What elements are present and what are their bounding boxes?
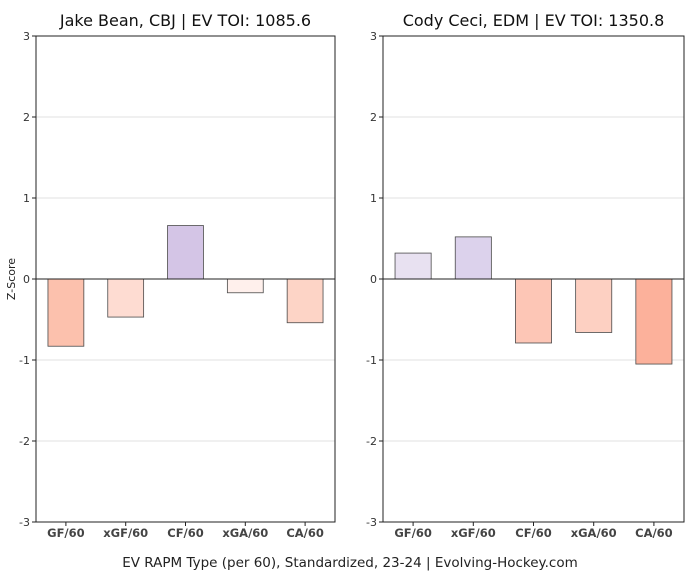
bar-gf bbox=[394, 252, 432, 280]
y-tick-label: 0 bbox=[23, 273, 30, 286]
x-tick-label: CA/60 bbox=[635, 526, 673, 540]
y-tick-label: 3 bbox=[370, 30, 377, 43]
x-tick-label: CF/60 bbox=[167, 526, 204, 540]
x-tick-label: xGF/60 bbox=[103, 526, 148, 540]
y-tick-label: 1 bbox=[370, 192, 377, 205]
x-tick-label: xGA/60 bbox=[222, 526, 268, 540]
bar-ca bbox=[286, 278, 324, 324]
bar-cf bbox=[167, 225, 204, 280]
bar-ca bbox=[635, 278, 673, 365]
bar-xgf bbox=[107, 278, 145, 318]
y-tick-label: 1 bbox=[23, 192, 30, 205]
x-tick-label: CA/60 bbox=[286, 526, 324, 540]
x-tick-label: GF/60 bbox=[47, 526, 85, 540]
y-tick-label: -2 bbox=[19, 435, 30, 448]
y-tick-label: 0 bbox=[370, 273, 377, 286]
y-tick-label: -1 bbox=[366, 354, 377, 367]
chart-title: Cody Ceci, EDM | EV TOI: 1350.8 bbox=[403, 11, 665, 30]
y-tick-label: -1 bbox=[19, 354, 30, 367]
y-tick-label: 2 bbox=[23, 111, 30, 124]
y-tick-label: -2 bbox=[366, 435, 377, 448]
x-tick-label: CF/60 bbox=[515, 526, 552, 540]
bar-xga bbox=[575, 278, 613, 333]
x-axis-caption: EV RAPM Type (per 60), Standardized, 23-… bbox=[122, 555, 578, 571]
y-tick-label: -3 bbox=[19, 516, 30, 529]
x-tick-label: xGA/60 bbox=[571, 526, 617, 540]
y-tick-label: -3 bbox=[366, 516, 377, 529]
y-axis-label: Z-Score bbox=[5, 258, 18, 300]
bar-xgf bbox=[454, 236, 492, 280]
bar-gf bbox=[47, 278, 85, 347]
bar-xga bbox=[226, 278, 264, 294]
y-tick-label: 2 bbox=[370, 111, 377, 124]
y-tick-label: 3 bbox=[23, 30, 30, 43]
x-tick-label: xGF/60 bbox=[451, 526, 496, 540]
x-tick-label: GF/60 bbox=[394, 526, 432, 540]
bar-cf bbox=[515, 278, 552, 344]
chart-title: Jake Bean, CBJ | EV TOI: 1085.6 bbox=[59, 11, 311, 30]
